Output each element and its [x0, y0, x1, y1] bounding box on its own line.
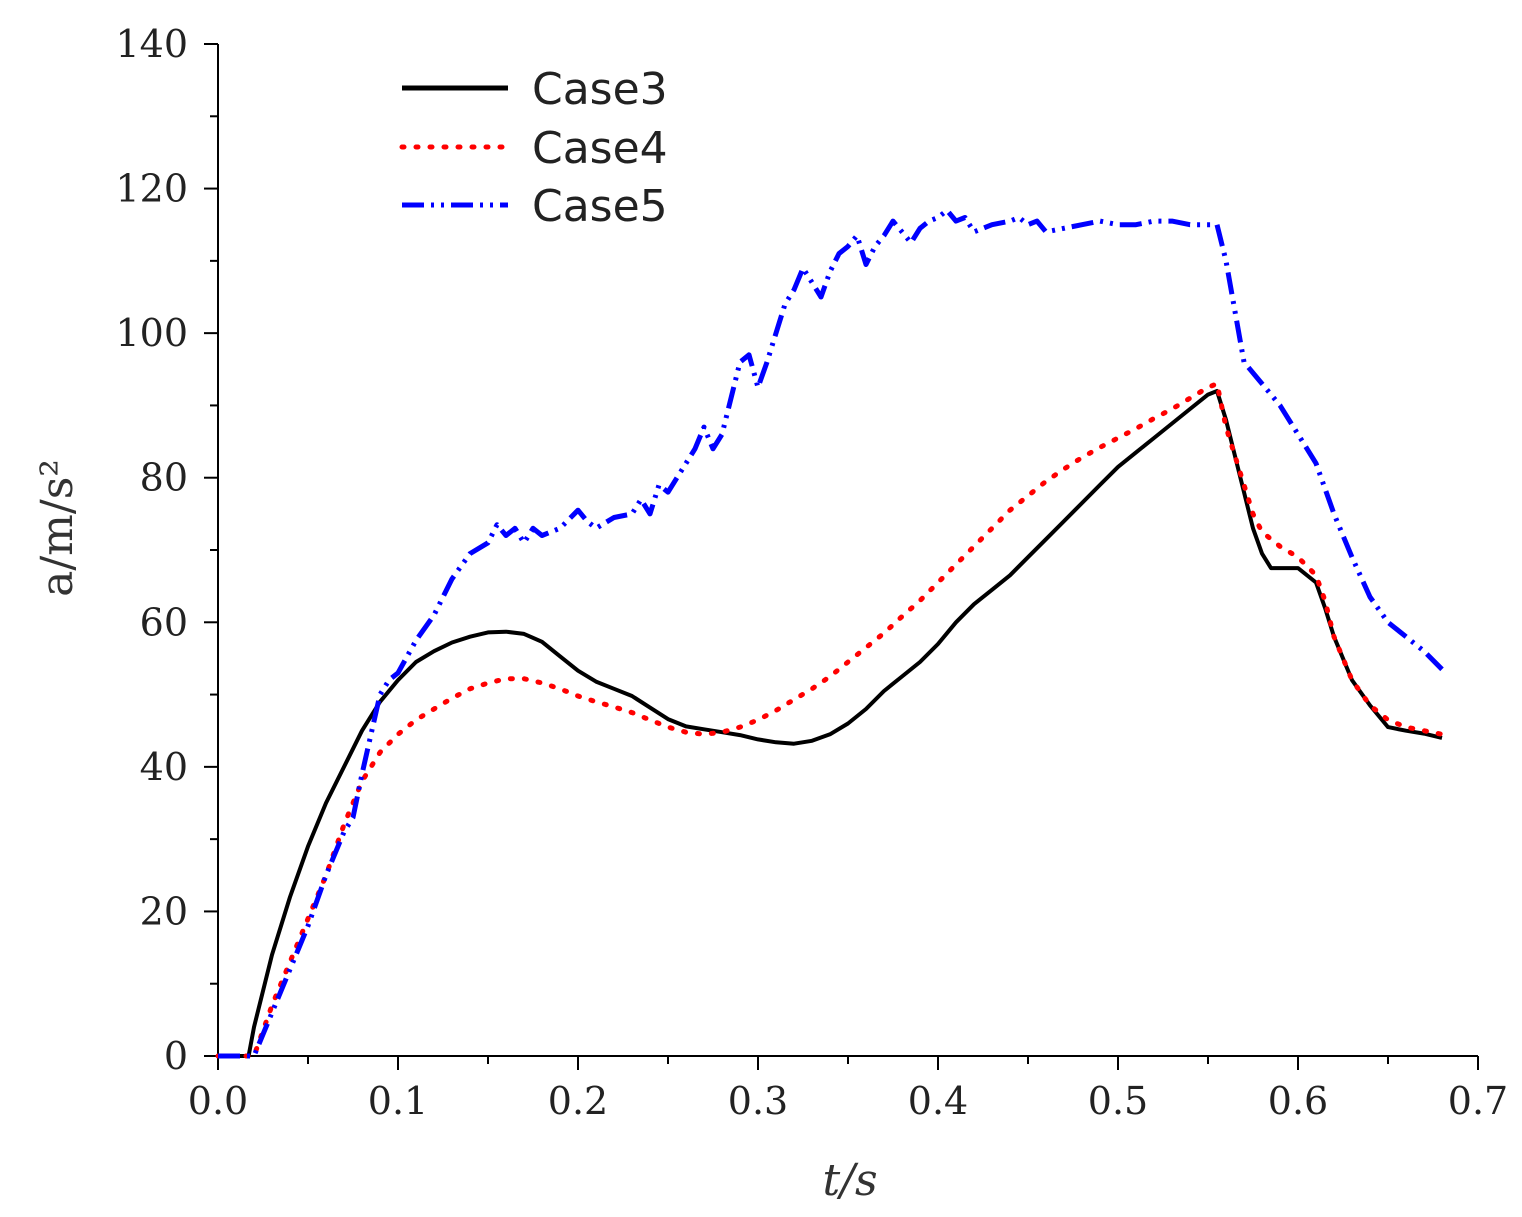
y-tick-label: 40: [140, 745, 188, 789]
y-tick-label: 140: [115, 22, 188, 66]
x-tick-label: 0.5: [1088, 1079, 1148, 1123]
legend-label-case4: Case4: [532, 123, 668, 174]
series-line-case4: [215, 381, 1445, 1059]
legend-label-case3: Case3: [532, 64, 668, 115]
y-axis-title: a/m/s²: [32, 459, 83, 597]
axes: [217, 44, 1478, 1057]
series-line-case5: [218, 207, 1444, 1059]
y-tick-label: 0: [164, 1034, 188, 1078]
series-line-case3: [218, 389, 1443, 1058]
legend: Case3 Case4 Case5: [399, 64, 668, 232]
x-axis-ticks: 0.0 0.1 0.2 0.3 0.4 0.5 0.6 0.7: [188, 1056, 1508, 1123]
x-tick-label: 0.3: [728, 1079, 788, 1123]
x-tick-label: 0.7: [1448, 1079, 1508, 1123]
legend-label-case5: Case5: [532, 181, 668, 232]
x-tick-label: 0.2: [548, 1079, 608, 1123]
y-tick-label: 20: [140, 889, 188, 933]
x-tick-label: 0.1: [368, 1079, 428, 1123]
x-tick-label: 0.0: [188, 1079, 248, 1123]
x-tick-label: 0.6: [1268, 1079, 1328, 1123]
y-tick-label: 80: [140, 456, 188, 500]
series-layer: [215, 207, 1445, 1059]
y-tick-label: 100: [115, 311, 188, 355]
y-tick-label: 60: [140, 600, 188, 644]
x-tick-label: 0.4: [908, 1079, 968, 1123]
y-axis-ticks: 0 20 40 60 80 100 120 140: [115, 22, 218, 1078]
y-tick-label: 120: [115, 167, 188, 211]
x-axis-title: t/s: [822, 1155, 877, 1206]
